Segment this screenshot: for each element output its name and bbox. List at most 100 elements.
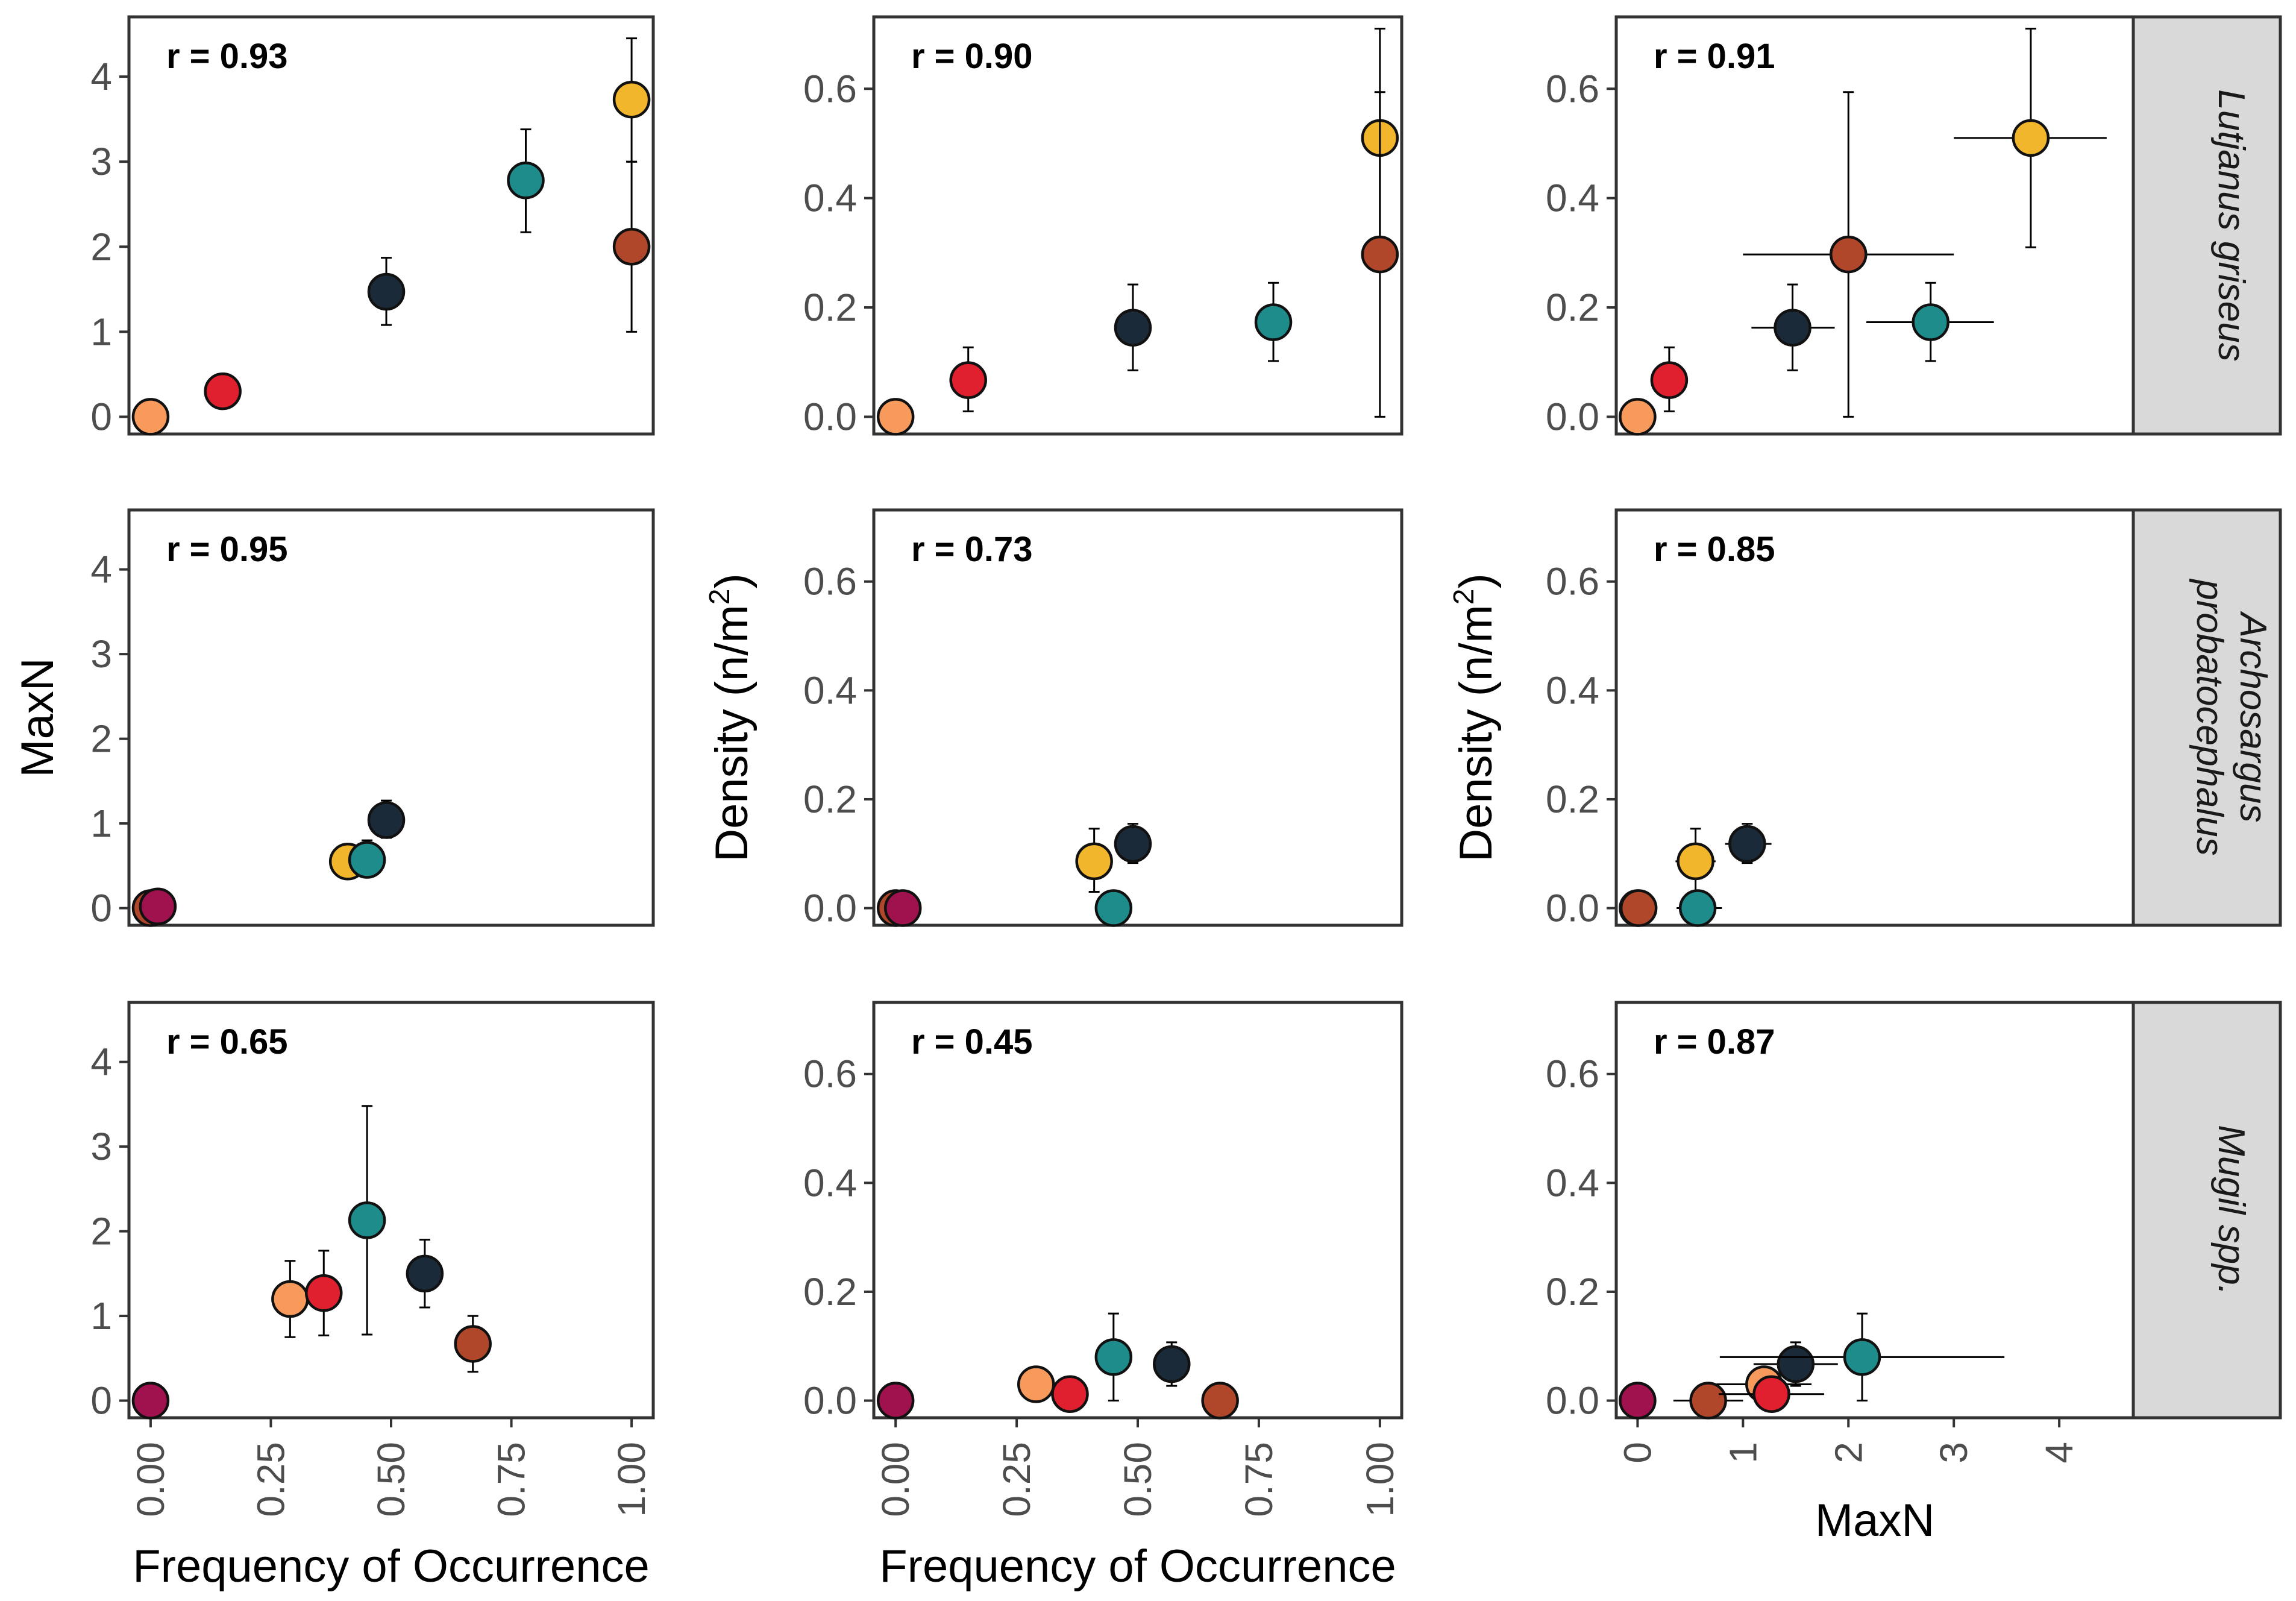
data-point-brown — [454, 1325, 492, 1363]
panel-r2-c2: 0.0 0.2 0.4 0.6 0 1 2 3 4 r = 0.87 — [1546, 1001, 2135, 1464]
x-tick-label: 3 — [1932, 1442, 1975, 1464]
data-point-magenta — [876, 1382, 915, 1420]
species-label: Archosargus — [2232, 610, 2274, 822]
y-tick-label: 4 — [90, 548, 112, 591]
x-tick-label: 0.50 — [369, 1442, 413, 1517]
data-point-magenta — [883, 889, 922, 927]
y-tick-label: 0.0 — [803, 395, 857, 438]
data-point-brown — [1830, 235, 1868, 274]
panel-frame — [127, 15, 655, 436]
x-tick-label: 0.75 — [490, 1442, 533, 1517]
data-point-teal — [1843, 1338, 1881, 1376]
data-point-navy — [1777, 1345, 1815, 1383]
x-tick-label: 4 — [2037, 1442, 2081, 1464]
panel-r1-c0: 0 1 2 3 4 r = 0.95 — [90, 508, 655, 930]
y-tick-label: 0.6 — [803, 67, 857, 110]
correlation-label: r = 0.45 — [911, 1022, 1033, 1062]
y-tick-label: 1 — [90, 1294, 112, 1338]
data-point-gold — [1677, 842, 1714, 881]
data-point-teal — [507, 161, 545, 200]
correlation-label: r = 0.85 — [1654, 530, 1775, 569]
data-point-magenta — [139, 887, 177, 925]
correlation-label: r = 0.90 — [911, 37, 1033, 76]
y-tick-label: 0.2 — [803, 286, 857, 329]
data-point-orange — [1619, 398, 1657, 436]
data-point-red — [305, 1274, 343, 1312]
data-point-teal — [1094, 889, 1133, 927]
panel-frame — [127, 1001, 655, 1420]
data-point-teal — [1912, 303, 1949, 341]
y-tick-label: 0.0 — [1546, 887, 1599, 930]
panel-r2-c0: 0 1 2 3 4 0.00 0.25 0.50 0.75 1.00 r = 0.65 — [90, 1001, 655, 1517]
y-tick-label: 0.4 — [1546, 177, 1599, 220]
y-tick-label: 0.2 — [1546, 286, 1599, 329]
y-tick-label: 2 — [90, 1210, 112, 1253]
data-point-brown — [1201, 1382, 1239, 1420]
y-tick-label: 0.4 — [1546, 668, 1599, 712]
x-axis-title: MaxN — [1815, 1495, 1934, 1546]
y-tick-label: 0 — [90, 395, 112, 438]
data-point-orange — [1017, 1365, 1055, 1403]
data-point-navy — [367, 272, 406, 311]
x-tick-label: 1 — [1721, 1442, 1764, 1464]
y-tick-label: 0.2 — [1546, 778, 1599, 821]
y-tick-label: 0.0 — [803, 887, 857, 930]
data-point-brown — [612, 228, 651, 266]
y-tick-label: 0.6 — [803, 1052, 857, 1096]
data-point-red — [1650, 361, 1689, 399]
data-point-red — [1051, 1375, 1089, 1413]
x-tick-label: 0.75 — [1237, 1442, 1281, 1517]
correlation-label: r = 0.93 — [166, 37, 288, 76]
x-tick-label: 1.00 — [610, 1442, 653, 1517]
strip-background — [2131, 508, 2282, 927]
data-point-navy — [1728, 825, 1766, 863]
y-tick-label: 1 — [90, 802, 112, 845]
y-axis-title: Density (n/m2) — [704, 573, 757, 862]
panel-r1-c2: 0.0 0.2 0.4 0.6 r = 0.85 — [1546, 508, 2135, 930]
panel-frame — [872, 1001, 1404, 1420]
y-tick-label: 0.2 — [803, 778, 857, 821]
y-tick-label: 4 — [90, 1040, 112, 1084]
y-tick-label: 0.0 — [803, 1379, 857, 1423]
strip-background — [2131, 1001, 2282, 1420]
species-label: Mugil spp. — [2210, 1125, 2252, 1295]
data-point-brown — [1361, 235, 1399, 274]
panel-frame — [1614, 15, 2135, 436]
y-tick-label: 0.4 — [803, 177, 857, 220]
y-tick-label: 0.4 — [803, 1161, 857, 1204]
strip-background — [2131, 15, 2282, 436]
data-point-magenta — [1619, 1382, 1657, 1420]
correlation-label: r = 0.73 — [911, 530, 1033, 569]
data-point-gold — [1075, 842, 1113, 881]
y-tick-label: 0.6 — [1546, 67, 1599, 110]
data-point-gold — [2012, 119, 2050, 157]
y-tick-label: 2 — [90, 717, 112, 761]
correlation-label: r = 0.91 — [1654, 37, 1775, 76]
x-tick-label: 1.00 — [1358, 1442, 1402, 1517]
data-point-magenta — [131, 1382, 170, 1420]
data-point-gold — [612, 80, 651, 119]
data-point-brown — [1689, 1382, 1727, 1420]
data-point-brown — [1619, 889, 1658, 927]
y-tick-label: 0 — [90, 887, 112, 930]
y-tick-label: 3 — [90, 1125, 112, 1168]
x-tick-label: 0.25 — [995, 1442, 1038, 1517]
correlation-label: r = 0.87 — [1654, 1022, 1775, 1062]
y-tick-label: 0.6 — [1546, 1052, 1599, 1096]
y-tick-label: 0.0 — [1546, 395, 1599, 438]
panel-r1-c1: 0.0 0.2 0.4 0.6 r = 0.73 — [803, 508, 1404, 930]
y-axis-title: MaxN — [12, 658, 63, 777]
y-tick-label: 0.6 — [803, 560, 857, 603]
data-point-red — [949, 361, 987, 399]
data-point-red — [204, 372, 242, 410]
data-point-teal — [348, 841, 386, 879]
data-point-teal — [348, 1201, 386, 1239]
correlation-label: r = 0.95 — [166, 530, 288, 569]
data-point-navy — [1153, 1345, 1191, 1383]
panel-r0-c2: 0.0 0.2 0.4 0.6 r = 0.91 — [1546, 15, 2135, 438]
data-point-navy — [367, 801, 406, 839]
y-tick-label: 0.0 — [1546, 1379, 1599, 1423]
data-point-teal — [1094, 1338, 1133, 1376]
